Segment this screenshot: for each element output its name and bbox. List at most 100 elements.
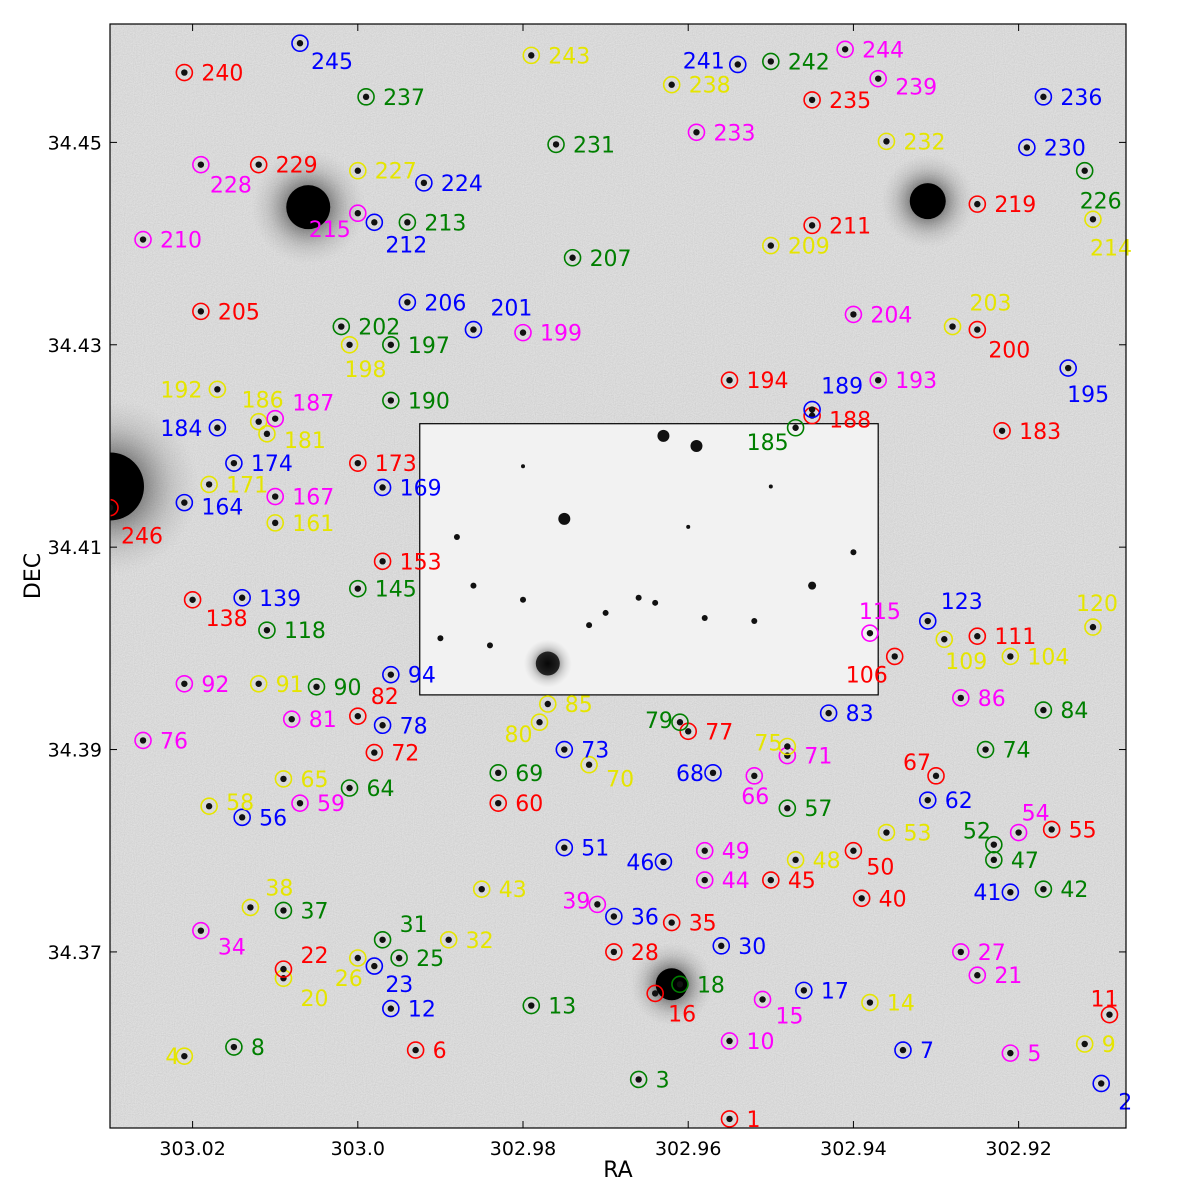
- star-label: 13: [548, 995, 576, 1020]
- star-label: 17: [821, 979, 849, 1004]
- star-label: 246: [121, 525, 163, 550]
- star-label: 167: [292, 486, 334, 511]
- star-marker-18: [671, 975, 689, 994]
- star-marker-211: [803, 216, 821, 235]
- star-label: 68: [676, 762, 704, 787]
- star-marker-11: [1100, 1005, 1119, 1024]
- star-marker-46: [654, 853, 673, 871]
- star-marker-243: [522, 46, 541, 65]
- star-label: 51: [581, 837, 609, 862]
- star-label: 205: [218, 300, 260, 325]
- star-label: 76: [160, 729, 188, 754]
- star-marker-67: [927, 767, 945, 785]
- star-label: 138: [206, 607, 248, 632]
- star-label: 31: [400, 913, 428, 938]
- star-marker-109: [935, 630, 954, 649]
- star-label: 186: [242, 389, 284, 414]
- star-marker-104: [1001, 647, 1020, 666]
- star-label: 195: [1067, 383, 1109, 408]
- star-marker-192: [208, 380, 227, 399]
- star-label: 238: [689, 74, 731, 99]
- star-label: 80: [505, 723, 533, 748]
- star-marker-59: [291, 794, 309, 812]
- inset-star: [751, 618, 758, 625]
- star-marker-214: [1084, 210, 1102, 229]
- star-marker-193: [869, 371, 887, 389]
- star-marker-4: [175, 1047, 194, 1065]
- star-label: 71: [804, 745, 832, 770]
- star-label: 171: [226, 473, 268, 498]
- star-label: 115: [859, 600, 901, 625]
- star-label: 243: [548, 44, 590, 69]
- star-marker-194: [720, 371, 739, 389]
- star-marker-139: [233, 588, 251, 607]
- star-label: 32: [466, 929, 494, 954]
- x-tick-label: 302.92: [985, 1138, 1051, 1160]
- star-label: 169: [400, 476, 442, 501]
- star-label: 232: [903, 130, 945, 155]
- star-marker-13: [522, 996, 541, 1015]
- star-marker-22: [274, 960, 293, 978]
- star-label: 54: [1022, 802, 1050, 827]
- star-marker-91: [249, 674, 268, 693]
- star-label: 193: [895, 369, 937, 394]
- star-label: 42: [1060, 878, 1088, 903]
- star-label: 207: [590, 247, 632, 272]
- star-marker-40: [852, 889, 871, 908]
- star-label: 203: [970, 292, 1012, 317]
- star-marker-213: [398, 213, 417, 232]
- star-label: 34: [218, 936, 246, 961]
- star-marker-189: [803, 400, 821, 419]
- star-label: 235: [829, 89, 871, 114]
- star-label: 64: [367, 777, 395, 802]
- star-label: 14: [887, 992, 915, 1017]
- star-marker-8: [225, 1038, 243, 1056]
- inset-star: [586, 622, 593, 629]
- star-marker-210: [134, 230, 152, 249]
- star-label: 27: [978, 941, 1006, 966]
- star-marker-35: [662, 913, 681, 932]
- star-label: 22: [300, 944, 328, 969]
- y-tick-label: 34.39: [48, 740, 102, 762]
- star-marker-23: [365, 957, 384, 975]
- star-label: 94: [408, 664, 436, 689]
- star-marker-14: [861, 993, 879, 1012]
- star-marker-238: [662, 75, 681, 94]
- star-label: 198: [345, 358, 387, 383]
- star-marker-224: [415, 174, 433, 192]
- star-label: 139: [259, 587, 301, 612]
- star-marker-198: [340, 335, 359, 354]
- star-marker-7: [894, 1041, 912, 1059]
- star-marker-115: [861, 624, 879, 642]
- star-marker-169: [373, 478, 392, 497]
- x-axis-title: RA: [603, 1158, 632, 1183]
- x-tick-label: 303.02: [159, 1138, 225, 1160]
- star-label: 47: [1011, 849, 1039, 874]
- star-label: 83: [846, 702, 874, 727]
- star-marker-181: [258, 425, 276, 443]
- star-marker-51: [555, 838, 574, 857]
- star-label: 109: [945, 650, 987, 675]
- star-label: 184: [160, 417, 202, 442]
- star-marker-9: [1075, 1035, 1094, 1053]
- star-marker-78: [373, 716, 392, 735]
- star-marker-201: [464, 320, 483, 339]
- star-marker-54: [1009, 823, 1028, 842]
- plot-frame: [109, 23, 1127, 1129]
- star-label: 92: [201, 673, 229, 698]
- inset-star: [521, 464, 526, 469]
- star-marker-15: [753, 990, 772, 1009]
- star-label: 52: [963, 820, 991, 845]
- star-marker-66: [745, 767, 764, 785]
- star-marker-80: [530, 713, 549, 732]
- star-label: 120: [1076, 592, 1118, 617]
- star-marker-190: [382, 391, 400, 410]
- star-label: 18: [697, 973, 725, 998]
- star-marker-231: [547, 135, 565, 154]
- star-marker-246: [110, 498, 119, 517]
- star-label: 39: [562, 889, 590, 914]
- star-label: 200: [988, 339, 1030, 364]
- star-label: 237: [383, 86, 425, 111]
- star-marker-90: [307, 678, 326, 696]
- star-marker-202: [332, 317, 351, 336]
